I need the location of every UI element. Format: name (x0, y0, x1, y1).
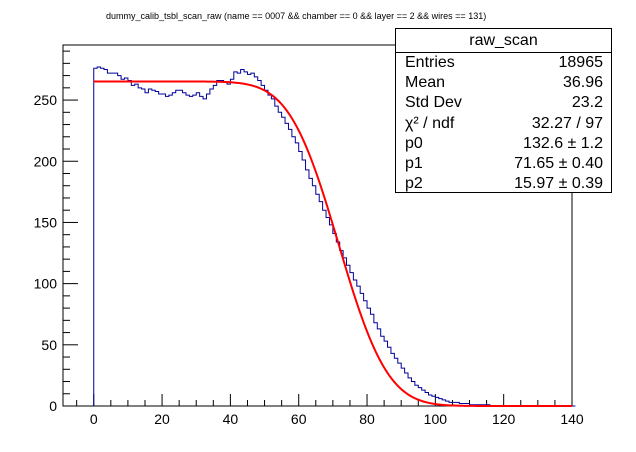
stats-rows: Entries 18965 Mean 36.96 Std Dev 23.2 χ² / ndf… (396, 53, 611, 194)
histogram-series (93, 66, 576, 407)
chart-title: dummy_calib_tsbl_scan_raw (name == 0007 … (106, 11, 487, 21)
stats-value: 15.97 ± 0.39 (514, 175, 603, 193)
y-tick-label: 250 (34, 92, 58, 108)
x-tick-label: 120 (492, 411, 516, 427)
y-tick-label: 50 (41, 337, 57, 353)
stats-row: p0 132.6 ± 1.2 (396, 134, 611, 154)
stats-row: χ² / ndf 32.27 / 97 (396, 114, 611, 134)
stats-label: Mean (405, 74, 446, 92)
x-tick-label: 0 (90, 411, 98, 427)
stats-value: 32.27 / 97 (531, 114, 603, 132)
stats-row: Mean 36.96 (396, 73, 611, 93)
stats-row: p1 71.65 ± 0.40 (396, 154, 611, 174)
stats-value: 71.65 ± 0.40 (514, 154, 603, 172)
stats-label: χ² / ndf (405, 114, 455, 132)
stats-box: raw_scan Entries 18965 Mean 36.96 Std Dev 23.… (395, 28, 612, 193)
stats-value: 36.96 (562, 74, 603, 92)
stats-row: p2 15.97 ± 0.39 (396, 174, 611, 194)
fit-curve (93, 80, 572, 407)
x-axis: 0 20 40 60 80 100 120 140 (76, 394, 584, 427)
stats-value: 23.2 (571, 94, 603, 112)
stats-row: Std Dev 23.2 (396, 93, 611, 113)
stats-box-title: raw_scan (396, 29, 611, 53)
plot-frame (62, 44, 573, 407)
stats-label: p2 (405, 175, 423, 193)
y-axis: 0 50 100 150 200 250 (34, 50, 78, 414)
stats-label: p0 (405, 134, 423, 152)
y-tick-label: 200 (34, 153, 58, 169)
stats-row: Entries 18965 (396, 53, 611, 73)
x-tick-label: 140 (560, 411, 584, 427)
stats-label: Std Dev (405, 94, 462, 112)
stats-label: p1 (405, 154, 423, 172)
stats-value: 132.6 ± 1.2 (523, 134, 603, 152)
stats-label: Entries (405, 54, 455, 71)
y-tick-label: 150 (34, 214, 58, 230)
stats-value: 18965 (558, 54, 604, 71)
x-tick-label: 20 (154, 411, 170, 427)
x-tick-label: 40 (223, 411, 239, 427)
x-tick-label: 60 (291, 411, 307, 427)
x-tick-label: 80 (359, 411, 375, 427)
y-tick-label: 100 (34, 276, 58, 292)
y-tick-label: 0 (49, 398, 57, 414)
x-tick-label: 100 (424, 411, 448, 427)
